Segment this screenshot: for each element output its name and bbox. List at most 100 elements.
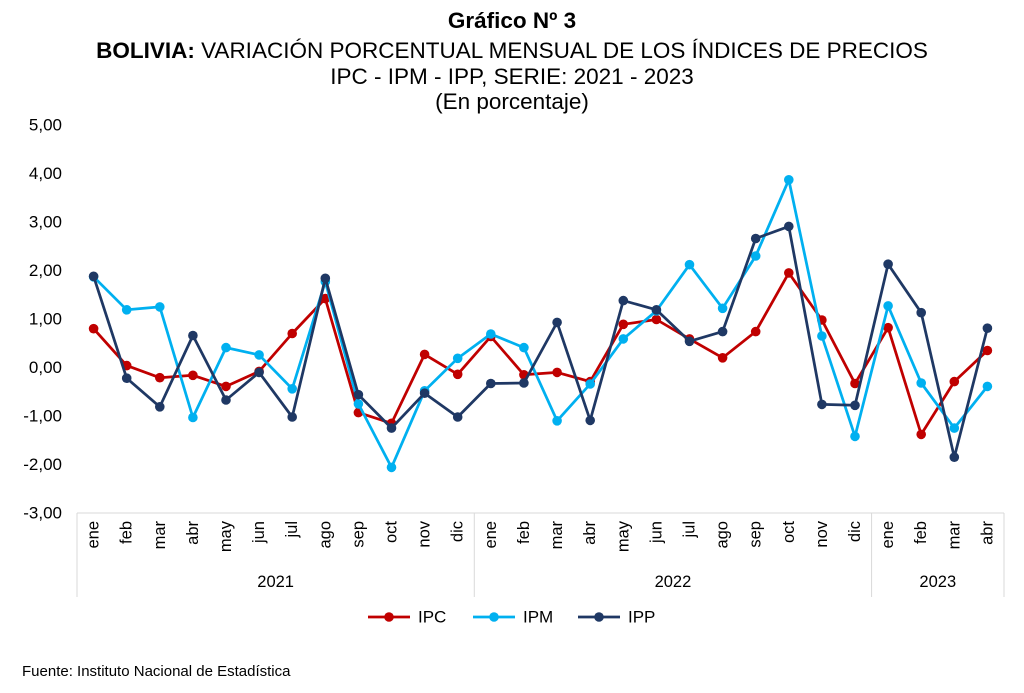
subtitle-text: VARIACIÓN PORCENTUAL MENSUAL DE LOS ÍNDI… [201, 38, 928, 63]
y-tick-label: -2,00 [23, 455, 62, 474]
source-note: Fuente: Instituto Nacional de Estadístic… [22, 663, 291, 680]
ipp-point [287, 412, 298, 422]
ipc-point [618, 319, 629, 330]
ipp-point [188, 330, 198, 341]
ipm-point [519, 342, 529, 353]
ipc-series [88, 268, 993, 440]
ipm-point [916, 378, 926, 388]
ipp-point [419, 388, 430, 399]
y-tick-label: 0,00 [29, 358, 62, 377]
ipc-point [916, 429, 926, 440]
chart-title: Gráfico Nº 3 [447, 8, 577, 33]
subtitle-country: BOLIVIA: [96, 38, 195, 63]
x-tick-label: jul [283, 521, 301, 539]
ipc-point [88, 323, 99, 334]
ipp-series [88, 221, 993, 463]
x-group-label: 2022 [655, 573, 692, 591]
x-tick-label: jun [647, 521, 665, 544]
x-tick-label: jul [680, 521, 698, 539]
x-tick-label: oct [780, 521, 798, 543]
ipp-point [684, 336, 695, 347]
x-tick-label: feb [912, 521, 930, 544]
x-tick-label: abr [581, 521, 599, 545]
ipm-point [221, 342, 231, 353]
ipp-point [883, 259, 893, 270]
plot-area [88, 175, 993, 473]
x-tick-label: ene [879, 521, 897, 549]
ipp-point [386, 423, 397, 433]
x-tick-label: sep [747, 521, 765, 548]
y-tick-label: 5,00 [29, 116, 62, 135]
axes: 5,00 4,00 3,00 2,00 1,00 0,00 -1,00 -2,00 -3,00 2… [23, 116, 1005, 597]
ipc-point [287, 328, 298, 339]
ipp-point [982, 323, 993, 334]
chart-subtitle: BOLIVIA: VARIACIÓN PORCENTUAL MENSUAL DE… [0, 38, 1024, 64]
ipc-point [221, 381, 231, 392]
ipm-point [784, 175, 794, 185]
legend-swatch-marker [384, 612, 394, 622]
ipc-point [155, 372, 165, 383]
y-tick-label: 3,00 [29, 213, 62, 232]
x-tick-label: ago [714, 521, 732, 549]
x-tick-label: dic [449, 521, 467, 542]
ipm-point [188, 412, 198, 423]
ipc-point [949, 376, 960, 387]
legend-label: IPM [523, 608, 553, 627]
x-tick-label: sep [349, 521, 367, 548]
ipc-point [452, 369, 463, 380]
ipm-point [386, 462, 397, 473]
ipp-point [155, 402, 165, 412]
x-tick-label: mar [945, 521, 963, 550]
x-tick-label: nov [813, 520, 831, 547]
ipm-point [750, 251, 761, 261]
ipp-point [320, 273, 331, 284]
ipm-point [949, 423, 960, 433]
x-tick-label: dic [846, 521, 864, 542]
legend-item-ipm: IPM [473, 608, 553, 627]
x-tick-label: mar [548, 521, 566, 550]
ipc-point [750, 326, 761, 337]
ipm-point [618, 334, 629, 344]
ipm-point [883, 301, 893, 311]
y-tick-label: -1,00 [23, 407, 62, 426]
ipm-point [850, 431, 860, 442]
legend-label: IPP [628, 608, 655, 627]
ipc-point [883, 322, 893, 333]
ipm-point [585, 379, 595, 389]
ipp-point [916, 307, 926, 318]
x-tick-label: nov [416, 520, 434, 547]
ipm-line [92, 178, 989, 469]
ipm-point [353, 399, 364, 409]
ipm-point [254, 350, 264, 360]
ipc-line [92, 271, 989, 436]
ipp-point [88, 271, 99, 282]
ipp-point [750, 233, 761, 244]
ipc-point [552, 367, 562, 378]
ipp-point [552, 317, 562, 328]
x-tick-label: ene [85, 521, 103, 549]
ipp-point [618, 295, 629, 306]
ipp-line [92, 225, 989, 459]
ipc-point [784, 268, 794, 278]
ipp-point [717, 326, 728, 337]
ipp-point [486, 378, 496, 389]
ipm-point [287, 384, 298, 394]
legend-swatch-marker [489, 612, 499, 622]
ipm-point [684, 259, 695, 270]
ipc-point [717, 353, 728, 363]
ipc-point [188, 370, 198, 381]
x-tick-label: may [614, 520, 632, 552]
ipp-point [651, 305, 662, 315]
ipp-point [254, 367, 264, 378]
ipm-point [486, 329, 496, 339]
ipm-point [817, 331, 827, 341]
x-tick-label: ago [316, 521, 334, 549]
ipp-point [949, 452, 960, 463]
ipc-point [419, 349, 430, 360]
x-group-label: 2021 [257, 573, 294, 591]
y-tick-label: 1,00 [29, 310, 62, 329]
legend-item-ipc: IPC [368, 608, 446, 627]
x-tick-label: mar [151, 521, 169, 550]
ipp-point [585, 415, 595, 426]
